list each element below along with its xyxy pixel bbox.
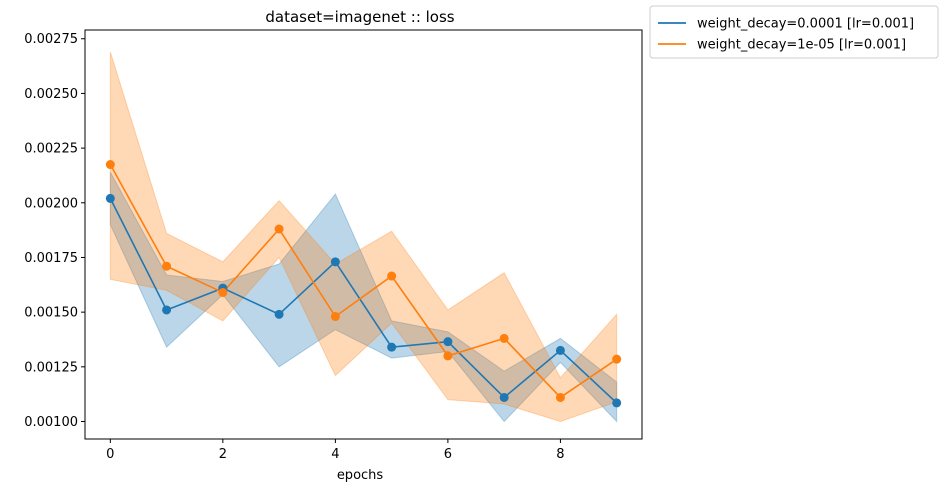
y-tick-label: 0.00175 [24,251,78,266]
legend: weight_decay=0.0001 [lr=0.001] weight_dec… [649,5,939,59]
plot-area-frame [84,29,643,440]
series-line-1 [109,198,618,404]
data-point-series-1 [330,257,340,267]
data-point-series-2 [105,160,115,170]
data-point-series-2 [387,271,397,281]
y-tick-label: 0.00150 [24,306,78,321]
y-tick-label: 0.00125 [24,360,78,375]
data-point-series-2 [499,333,509,343]
y-tick-label: 0.00225 [24,142,78,157]
y-tick-label: 0.00100 [24,415,78,430]
legend-label-series-1: weight_decay=0.0001 [lr=0.001] [697,17,914,32]
data-point-series-1 [387,342,397,352]
x-tick-label: 6 [444,447,452,462]
y-tick-label: 0.00275 [24,32,78,47]
data-point-series-2 [330,312,340,322]
data-point-series-1 [499,392,509,402]
x-tick-label: 4 [331,447,339,462]
data-point-series-2 [162,261,172,271]
y-tick-label: 0.00250 [24,87,78,102]
data-point-series-2 [612,354,622,364]
data-point-series-1 [612,398,622,408]
series-lines [109,164,618,404]
data-point-series-2 [274,224,284,234]
series-line-2 [109,164,618,399]
x-tick-label: 0 [106,447,114,462]
data-point-series-1 [443,337,453,347]
x-axis: 0 2 4 6 8 [106,439,565,462]
data-point-series-2 [555,392,565,402]
legend-label-series-2: weight_decay=1e-05 [lr=0.001] [697,38,906,53]
data-point-series-2 [443,351,453,361]
legend-box [649,5,939,59]
data-point-series-1 [162,305,172,315]
x-tick-label: 2 [219,447,227,462]
data-point-series-1 [274,309,284,319]
data-point-series-2 [218,287,228,297]
y-tick-label: 0.00200 [24,196,78,211]
x-tick-label: 8 [556,447,564,462]
chart-title: dataset=imagenet :: loss [265,8,454,26]
data-point-series-1 [555,345,565,355]
y-axis: 0.00100 0.00125 0.00150 0.00175 0.00200 0.002… [24,32,85,430]
data-point-series-1 [105,193,115,203]
x-axis-label: epochs [337,468,384,483]
series-points [105,160,622,408]
